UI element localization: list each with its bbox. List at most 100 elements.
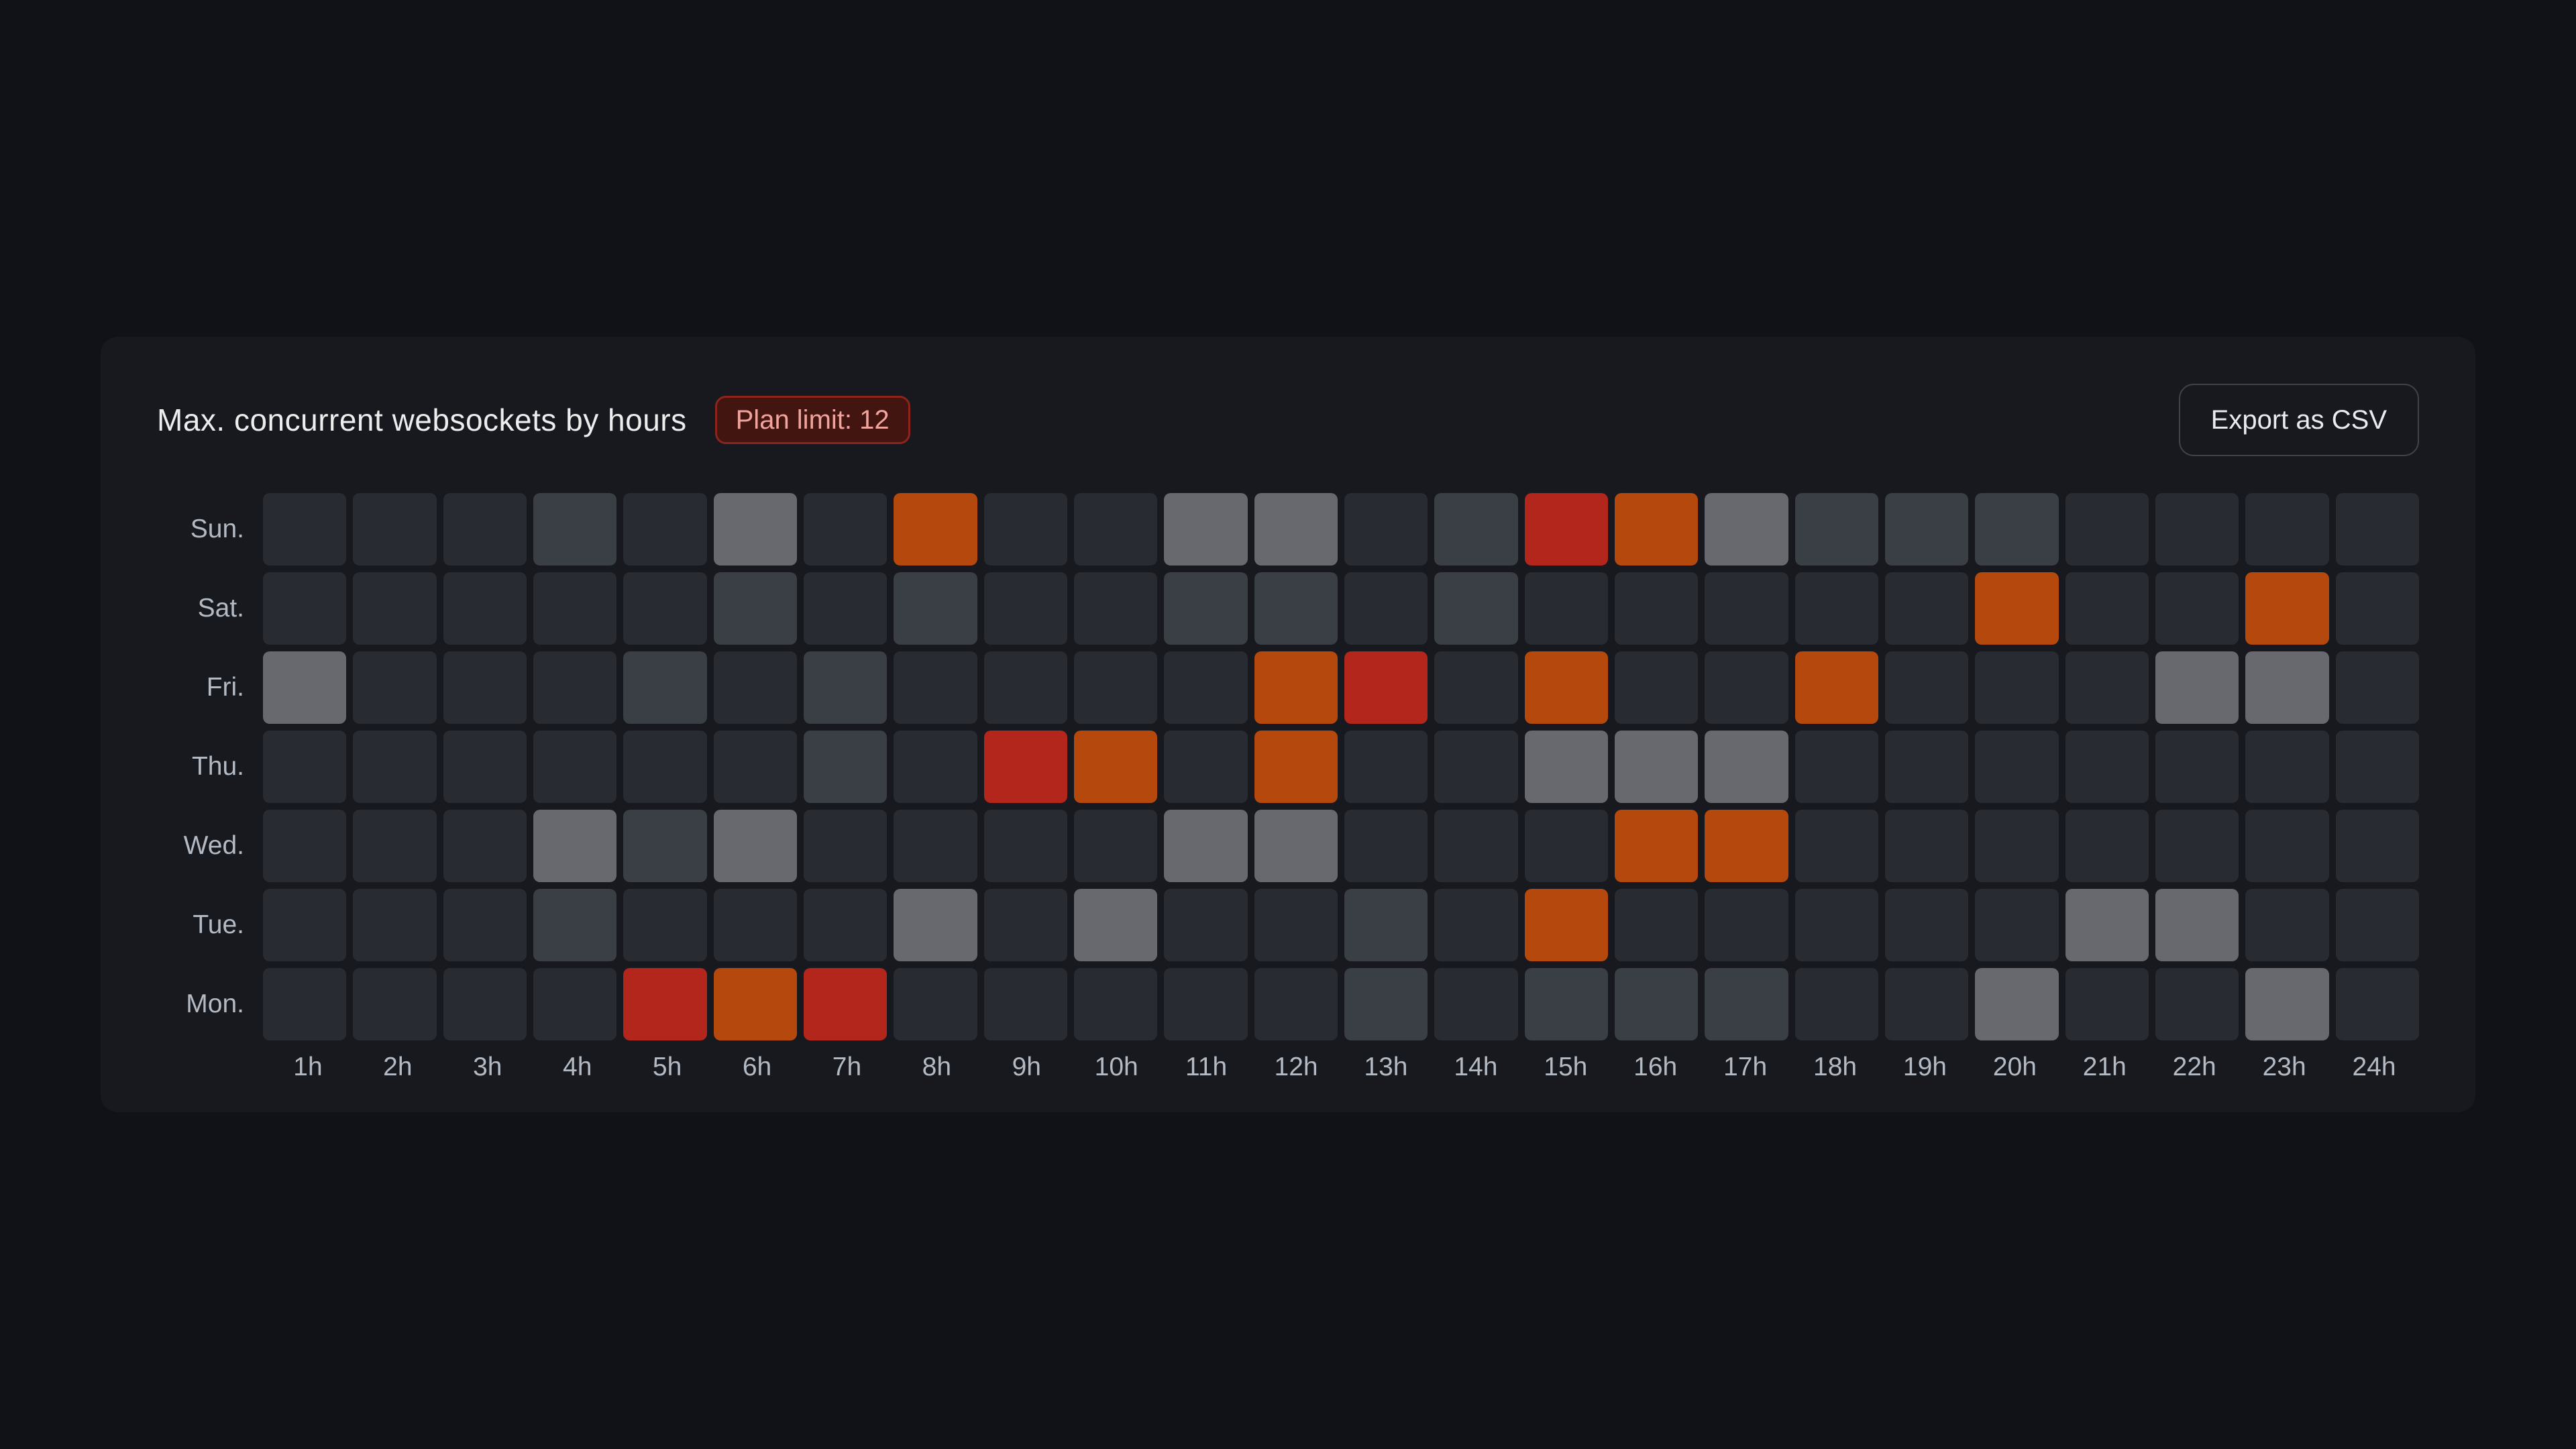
heatmap-cell[interactable] <box>894 493 977 566</box>
heatmap-cell[interactable] <box>623 731 707 803</box>
heatmap-cell[interactable] <box>1344 889 1428 961</box>
heatmap-cell[interactable] <box>1344 651 1428 724</box>
heatmap-cell[interactable] <box>1074 968 1158 1040</box>
heatmap-cell[interactable] <box>1164 493 1248 566</box>
heatmap-cell[interactable] <box>1794 731 1878 803</box>
heatmap-cell[interactable] <box>1885 889 1969 961</box>
heatmap-cell[interactable] <box>353 731 437 803</box>
heatmap-cell[interactable] <box>533 493 617 566</box>
heatmap-cell[interactable] <box>2155 810 2239 882</box>
heatmap-cell[interactable] <box>533 810 617 882</box>
heatmap-cell[interactable] <box>443 493 527 566</box>
heatmap-cell[interactable] <box>2245 968 2329 1040</box>
heatmap-cell[interactable] <box>1975 968 2059 1040</box>
heatmap-cell[interactable] <box>1794 493 1878 566</box>
heatmap-cell[interactable] <box>623 810 707 882</box>
heatmap-cell[interactable] <box>353 968 437 1040</box>
heatmap-cell[interactable] <box>2155 651 2239 724</box>
heatmap-cell[interactable] <box>1975 651 2059 724</box>
heatmap-cell[interactable] <box>804 572 888 645</box>
heatmap-cell[interactable] <box>2335 651 2419 724</box>
heatmap-cell[interactable] <box>533 731 617 803</box>
heatmap-cell[interactable] <box>804 968 888 1040</box>
heatmap-cell[interactable] <box>1164 651 1248 724</box>
heatmap-cell[interactable] <box>1164 968 1248 1040</box>
heatmap-cell[interactable] <box>1164 731 1248 803</box>
heatmap-cell[interactable] <box>804 493 888 566</box>
heatmap-cell[interactable] <box>1254 731 1338 803</box>
heatmap-cell[interactable] <box>2245 572 2329 645</box>
heatmap-cell[interactable] <box>2335 968 2419 1040</box>
heatmap-cell[interactable] <box>443 810 527 882</box>
heatmap-cell[interactable] <box>1254 968 1338 1040</box>
heatmap-cell[interactable] <box>1344 493 1428 566</box>
heatmap-cell[interactable] <box>443 651 527 724</box>
heatmap-cell[interactable] <box>443 572 527 645</box>
heatmap-cell[interactable] <box>1434 810 1518 882</box>
heatmap-cell[interactable] <box>1434 889 1518 961</box>
heatmap-cell[interactable] <box>2335 572 2419 645</box>
heatmap-cell[interactable] <box>804 810 888 882</box>
heatmap-cell[interactable] <box>2155 968 2239 1040</box>
heatmap-cell[interactable] <box>353 651 437 724</box>
heatmap-cell[interactable] <box>1975 731 2059 803</box>
heatmap-cell[interactable] <box>1885 968 1969 1040</box>
heatmap-cell[interactable] <box>623 572 707 645</box>
heatmap-cell[interactable] <box>804 651 888 724</box>
heatmap-cell[interactable] <box>263 731 347 803</box>
heatmap-cell[interactable] <box>1885 731 1969 803</box>
heatmap-cell[interactable] <box>443 968 527 1040</box>
heatmap-cell[interactable] <box>1524 810 1608 882</box>
heatmap-cell[interactable] <box>2245 889 2329 961</box>
heatmap-cell[interactable] <box>1794 968 1878 1040</box>
heatmap-cell[interactable] <box>1434 493 1518 566</box>
heatmap-cell[interactable] <box>1705 651 1788 724</box>
heatmap-cell[interactable] <box>263 889 347 961</box>
heatmap-cell[interactable] <box>1885 493 1969 566</box>
heatmap-cell[interactable] <box>1434 572 1518 645</box>
heatmap-cell[interactable] <box>983 572 1067 645</box>
heatmap-cell[interactable] <box>894 651 977 724</box>
heatmap-cell[interactable] <box>1794 810 1878 882</box>
heatmap-cell[interactable] <box>2155 731 2239 803</box>
heatmap-cell[interactable] <box>894 731 977 803</box>
heatmap-cell[interactable] <box>2065 810 2149 882</box>
heatmap-cell[interactable] <box>1885 572 1969 645</box>
heatmap-cell[interactable] <box>1254 810 1338 882</box>
heatmap-cell[interactable] <box>1794 572 1878 645</box>
heatmap-cell[interactable] <box>263 651 347 724</box>
heatmap-cell[interactable] <box>894 968 977 1040</box>
heatmap-cell[interactable] <box>1524 889 1608 961</box>
heatmap-cell[interactable] <box>2335 731 2419 803</box>
heatmap-cell[interactable] <box>1434 731 1518 803</box>
heatmap-cell[interactable] <box>1164 889 1248 961</box>
heatmap-cell[interactable] <box>1705 968 1788 1040</box>
heatmap-cell[interactable] <box>1254 651 1338 724</box>
heatmap-cell[interactable] <box>1615 572 1699 645</box>
heatmap-cell[interactable] <box>713 810 797 882</box>
heatmap-cell[interactable] <box>1794 889 1878 961</box>
heatmap-cell[interactable] <box>1615 651 1699 724</box>
heatmap-cell[interactable] <box>2245 651 2329 724</box>
heatmap-cell[interactable] <box>713 968 797 1040</box>
heatmap-cell[interactable] <box>1885 651 1969 724</box>
heatmap-cell[interactable] <box>983 651 1067 724</box>
heatmap-cell[interactable] <box>983 731 1067 803</box>
heatmap-cell[interactable] <box>623 651 707 724</box>
heatmap-cell[interactable] <box>263 810 347 882</box>
heatmap-cell[interactable] <box>1615 493 1699 566</box>
heatmap-cell[interactable] <box>1975 493 2059 566</box>
heatmap-cell[interactable] <box>983 968 1067 1040</box>
heatmap-cell[interactable] <box>2065 731 2149 803</box>
heatmap-cell[interactable] <box>2335 889 2419 961</box>
heatmap-cell[interactable] <box>713 572 797 645</box>
heatmap-cell[interactable] <box>1434 968 1518 1040</box>
heatmap-cell[interactable] <box>2065 493 2149 566</box>
heatmap-cell[interactable] <box>353 810 437 882</box>
heatmap-cell[interactable] <box>1254 889 1338 961</box>
heatmap-cell[interactable] <box>804 889 888 961</box>
heatmap-cell[interactable] <box>2155 493 2239 566</box>
heatmap-cell[interactable] <box>2245 493 2329 566</box>
heatmap-cell[interactable] <box>353 572 437 645</box>
heatmap-cell[interactable] <box>1164 810 1248 882</box>
